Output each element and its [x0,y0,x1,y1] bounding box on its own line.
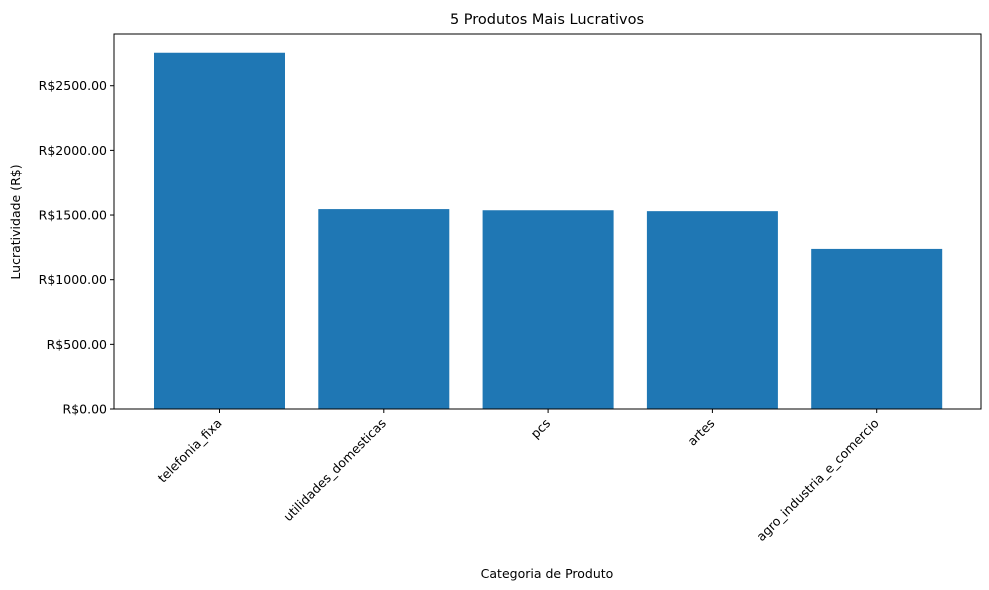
x-tick-label: utilidades_domesticas [280,416,389,525]
plot-frame [113,33,982,410]
bar-telefonia_fixa [154,52,285,409]
y-tick-label: R$1000.00 [39,272,107,287]
bar-utilidades_domesticas [318,209,450,409]
y-tick-label: R$2500.00 [39,78,107,93]
y-axis-label: Lucratividade (R$) [8,164,23,279]
x-axis-label: Categoria de Produto [481,566,614,581]
y-tick-label: R$500.00 [47,337,107,352]
bar-artes [646,211,778,409]
y-tick-label: R$0.00 [63,402,108,417]
x-tick-label: telefonia_fixa [155,416,225,486]
x-axis-ticks: telefonia_fixa utilidades_domesticas pcs ar… [155,409,882,544]
y-tick-label: R$2000.00 [39,143,107,158]
y-tick-label: R$1500.00 [39,208,107,223]
x-tick-label: artes [684,416,717,449]
bars-group [154,52,943,409]
x-tick-label: agro_industria_e_comercio [753,416,882,545]
x-tick-label: pcs [528,416,554,442]
y-axis-ticks: R$0.00 R$500.00 R$1000.00 R$1500.00 R$2000.0… [39,78,114,417]
bar-agro_industria_e_comercio [811,248,943,409]
bar-pcs [482,210,614,409]
chart-title: 5 Produtos Mais Lucrativos [450,12,644,28]
